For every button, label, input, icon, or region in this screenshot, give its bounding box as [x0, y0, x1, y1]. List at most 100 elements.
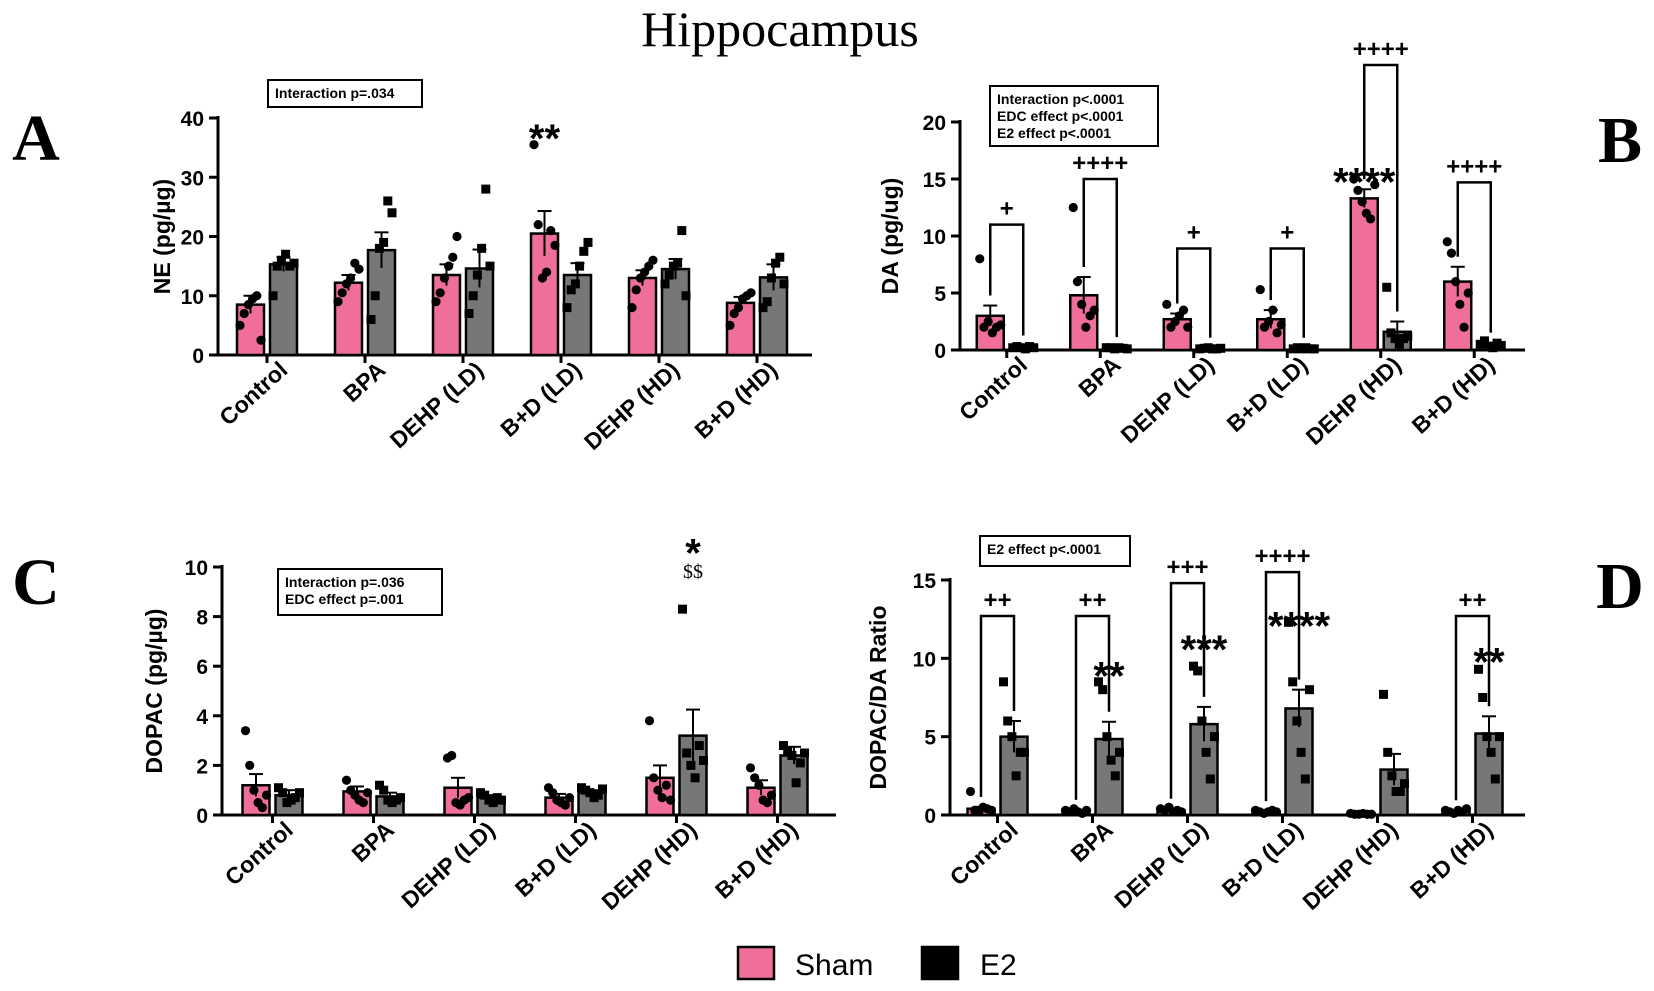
data-point-e2 — [583, 237, 593, 247]
significance-stars: **** — [1333, 160, 1396, 204]
comparison-label: ++++ — [1254, 543, 1310, 570]
legend-swatch-e2 — [920, 945, 960, 981]
comparison-label: ++ — [983, 587, 1011, 614]
data-point-sham — [1178, 305, 1189, 315]
x-tick-label: Control — [954, 351, 1032, 425]
data-point-e2 — [579, 246, 589, 256]
data-point-sham — [1183, 322, 1193, 332]
data-point-sham — [1081, 805, 1092, 815]
data-point-e2 — [268, 291, 278, 301]
y-axis-label: DA (pg/ug) — [877, 178, 903, 295]
data-point-sham — [261, 790, 272, 800]
data-point-e2 — [593, 790, 603, 800]
x-tick-label: DEHP (HD) — [579, 356, 684, 455]
data-point-e2 — [379, 785, 389, 795]
data-point-sham — [252, 291, 262, 301]
data-point-sham — [1366, 809, 1377, 819]
data-point-sham — [762, 798, 772, 808]
data-point-sham — [257, 802, 267, 813]
data-point-sham — [1353, 185, 1363, 195]
data-point-sham — [648, 255, 658, 265]
data-point-e2 — [1496, 340, 1506, 350]
data-point-sham — [644, 716, 655, 726]
data-point-e2 — [480, 790, 490, 800]
y-tick-label: 10 — [923, 226, 946, 249]
data-point-e2 — [1029, 343, 1039, 353]
data-point-e2 — [387, 208, 397, 218]
data-point-e2 — [1122, 344, 1132, 354]
data-point-e2 — [1386, 328, 1396, 338]
data-point-e2 — [1007, 732, 1017, 742]
data-point-e2 — [477, 243, 487, 253]
x-tick-label: B+D (HD) — [689, 356, 782, 443]
data-point-sham — [1255, 284, 1265, 295]
y-tick-label: 4 — [196, 706, 208, 729]
data-point-e2 — [1210, 732, 1219, 742]
data-point-sham — [431, 297, 441, 307]
x-tick-label: DEHP (HD) — [596, 816, 701, 915]
y-tick-label: 15 — [923, 169, 947, 192]
comparison-label: ++++ — [1446, 153, 1502, 180]
data-point-e2 — [762, 297, 772, 307]
y-tick-label: 0 — [192, 345, 204, 368]
data-point-e2 — [791, 778, 801, 788]
data-point-sham — [533, 220, 543, 230]
x-tick-label: DEHP (HD) — [1297, 816, 1402, 915]
comparison-bracket — [1456, 181, 1492, 333]
data-point-e2 — [1488, 343, 1498, 353]
data-point-sham — [256, 335, 266, 345]
data-point-e2 — [1197, 716, 1207, 726]
data-point-e2 — [783, 746, 793, 756]
stat-box — [267, 79, 423, 108]
x-tick-label: DEHP (LD) — [385, 356, 488, 453]
x-tick-label: B+D (HD) — [1407, 351, 1500, 438]
bar-e2 — [758, 276, 789, 357]
data-point-e2 — [274, 783, 283, 793]
data-point-sham — [746, 288, 756, 298]
stat-box-line: E2 effect p<.0001 — [987, 541, 1101, 557]
data-point-sham — [444, 261, 454, 271]
data-point-sham — [1264, 316, 1274, 327]
data-point-sham — [766, 790, 777, 800]
data-point-e2 — [1020, 747, 1029, 757]
comparison-bracket — [1264, 570, 1301, 802]
data-point-e2 — [396, 793, 405, 803]
x-tick-label: BPA — [347, 816, 399, 867]
data-point-sham — [1176, 807, 1187, 817]
data-point-e2 — [1216, 343, 1226, 353]
data-point-e2 — [575, 261, 585, 271]
data-point-sham — [1162, 299, 1172, 309]
data-point-e2 — [276, 255, 286, 265]
data-point-e2 — [800, 748, 809, 758]
data-point-e2 — [1296, 747, 1306, 757]
data-point-e2 — [787, 750, 797, 760]
y-tick-label: 0 — [934, 340, 946, 363]
data-point-sham — [560, 800, 570, 810]
data-point-sham — [447, 750, 457, 761]
panel-letter: B — [1598, 104, 1642, 177]
data-point-e2 — [1486, 747, 1496, 757]
data-point-sham — [1272, 328, 1282, 338]
data-point-e2 — [278, 788, 288, 798]
data-point-sham — [1089, 305, 1099, 315]
stat-box-line: EDC effect p<.0001 — [997, 108, 1124, 124]
x-tick-label: DEHP (LD) — [1109, 816, 1212, 913]
data-point-e2 — [1383, 747, 1393, 757]
data-point-e2 — [1193, 666, 1203, 676]
data-point-sham — [448, 252, 458, 262]
data-point-sham — [564, 793, 575, 803]
data-point-sham — [754, 780, 764, 790]
data-point-sham — [1365, 214, 1376, 224]
data-point-e2 — [999, 677, 1008, 687]
data-point-e2 — [1305, 685, 1314, 695]
data-point-sham — [631, 285, 641, 295]
data-point-sham — [235, 320, 245, 330]
x-tick-label: DEHP (LD) — [396, 816, 499, 913]
data-point-sham — [337, 288, 347, 298]
data-point-sham — [452, 231, 462, 242]
y-tick-label: 10 — [185, 557, 208, 580]
significance-stars: ** — [1093, 655, 1125, 699]
data-point-sham — [1446, 248, 1457, 258]
